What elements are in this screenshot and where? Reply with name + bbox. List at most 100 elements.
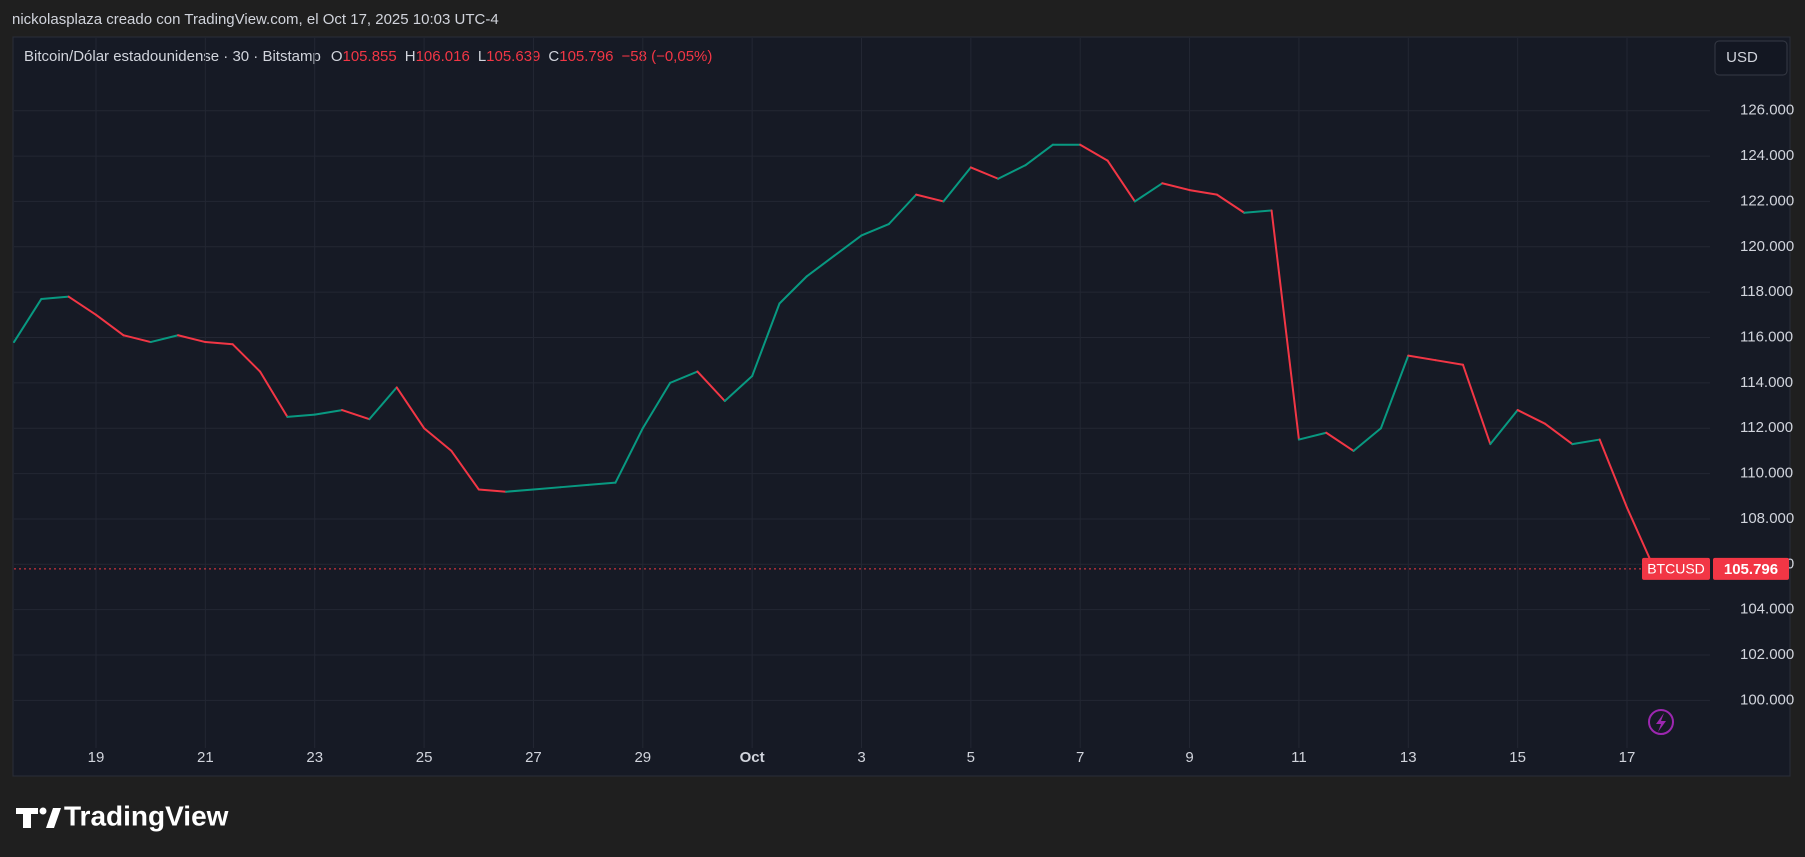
x-tick-label: 29 bbox=[634, 749, 651, 766]
price-segment bbox=[1407, 354, 1437, 362]
price-segment bbox=[778, 275, 808, 305]
ohlc-value: 105.639 bbox=[486, 48, 540, 65]
x-tick-label: 27 bbox=[525, 749, 542, 766]
legend: Bitcoin/Dólar estadounidense · 30 · Bits… bbox=[24, 48, 712, 65]
price-segment bbox=[1188, 189, 1218, 196]
ohlc-value: 105.855 bbox=[343, 48, 397, 65]
y-tick-label: 126.000 bbox=[1740, 102, 1794, 119]
price-segment bbox=[1106, 159, 1136, 203]
price-segment bbox=[1133, 182, 1164, 203]
header-title: nickolasplaza creado con TradingView.com… bbox=[12, 11, 499, 28]
currency-button[interactable] bbox=[1714, 40, 1788, 76]
last-price-name: BTCUSD bbox=[1647, 561, 1705, 577]
price-segment bbox=[1489, 409, 1519, 446]
ohlc-key: H bbox=[405, 48, 416, 65]
x-tick-label: Oct bbox=[740, 749, 765, 766]
price-segment bbox=[1434, 359, 1464, 366]
price-segment bbox=[1215, 193, 1246, 214]
price-segment bbox=[341, 409, 371, 421]
price-segment bbox=[833, 234, 863, 257]
x-tick-label: 11 bbox=[1291, 749, 1307, 766]
last-price-box bbox=[1713, 557, 1789, 580]
price-segment bbox=[177, 334, 207, 344]
price-segment bbox=[1161, 182, 1191, 192]
price-segment bbox=[505, 488, 535, 493]
price-segment bbox=[559, 483, 590, 489]
price-segment bbox=[614, 427, 644, 484]
ohlc-value: 106.016 bbox=[416, 48, 470, 65]
price-segment bbox=[1516, 409, 1546, 425]
lightning-icon[interactable] bbox=[1648, 709, 1674, 735]
price-segment bbox=[969, 166, 1000, 180]
price-segment bbox=[751, 302, 781, 378]
price-segment bbox=[1243, 209, 1273, 214]
y-tick-label: 116.000 bbox=[1740, 328, 1793, 345]
price-segment bbox=[805, 254, 836, 278]
ohlc-value: 105.796 bbox=[559, 48, 613, 65]
x-tick-label: 19 bbox=[88, 749, 105, 766]
price-segment bbox=[696, 370, 726, 403]
price-segment bbox=[1543, 422, 1574, 446]
price-segment bbox=[1461, 363, 1492, 446]
price-segment bbox=[1024, 143, 1054, 167]
x-tick-label: 15 bbox=[1509, 749, 1526, 766]
price-segment bbox=[587, 481, 617, 486]
x-tick-label: 5 bbox=[967, 749, 975, 766]
last-price-label: 105.796 bbox=[1724, 561, 1778, 578]
x-tick-label: 9 bbox=[1185, 749, 1193, 766]
y-tick-label: 102.000 bbox=[1740, 646, 1794, 663]
price-segment bbox=[1571, 438, 1601, 446]
price-segment bbox=[1598, 438, 1628, 509]
x-tick-label: 25 bbox=[416, 749, 433, 766]
brand-logo: TradingView bbox=[16, 800, 229, 831]
ohlc-key: C bbox=[548, 48, 559, 65]
last-price-name-box bbox=[1642, 557, 1710, 580]
price-segment bbox=[231, 343, 262, 373]
price-segment bbox=[1270, 209, 1300, 441]
price-segment bbox=[149, 334, 180, 344]
y-tick-label: 110.000 bbox=[1740, 465, 1793, 482]
price-segment bbox=[122, 334, 152, 344]
price-segment bbox=[395, 386, 426, 430]
x-tick-label: 3 bbox=[857, 749, 865, 766]
legend-symbol: Bitcoin/Dólar estadounidense · 30 · Bits… bbox=[24, 48, 321, 65]
price-segment bbox=[477, 488, 508, 493]
price-segment bbox=[450, 449, 480, 491]
price-segment bbox=[915, 193, 945, 203]
x-tick-label: 13 bbox=[1400, 749, 1417, 766]
price-segment bbox=[1079, 143, 1109, 162]
x-tick-label: 17 bbox=[1619, 749, 1636, 766]
price-segment bbox=[1379, 354, 1410, 430]
y-tick-label: 122.000 bbox=[1740, 192, 1794, 209]
price-segment bbox=[887, 193, 918, 226]
price-segment bbox=[95, 313, 125, 337]
y-tick-label: 112.000 bbox=[1740, 419, 1793, 436]
currency: USD bbox=[1726, 49, 1758, 66]
y-tick-label: 100.000 bbox=[1740, 691, 1794, 708]
price-segment bbox=[67, 295, 98, 316]
price-segment bbox=[13, 297, 43, 344]
price-segment bbox=[1297, 431, 1328, 441]
y-tick-label: 104.000 bbox=[1740, 601, 1794, 618]
price-segment bbox=[641, 381, 672, 430]
y-tick-label: 114.000 bbox=[1740, 374, 1793, 391]
price-segment bbox=[860, 223, 890, 237]
ohlc-key: L bbox=[478, 48, 486, 65]
price-segment bbox=[204, 341, 234, 346]
ohlc-key: O bbox=[331, 48, 343, 65]
price-segment bbox=[40, 295, 70, 300]
x-tick-label: 21 bbox=[197, 749, 214, 766]
price-segment bbox=[942, 166, 972, 203]
y-tick-label: 124.000 bbox=[1740, 147, 1794, 164]
brand: TradingView bbox=[64, 800, 229, 831]
y-tick-label: 120.000 bbox=[1740, 238, 1794, 255]
price-segment bbox=[313, 409, 344, 416]
price-segment bbox=[368, 386, 398, 421]
y-tick-label: 118.000 bbox=[1740, 283, 1793, 300]
price-segment bbox=[1325, 431, 1355, 452]
price-segment bbox=[286, 413, 316, 418]
x-tick-label: 23 bbox=[306, 749, 323, 766]
price-segment bbox=[532, 486, 562, 491]
price-segment bbox=[997, 164, 1027, 180]
